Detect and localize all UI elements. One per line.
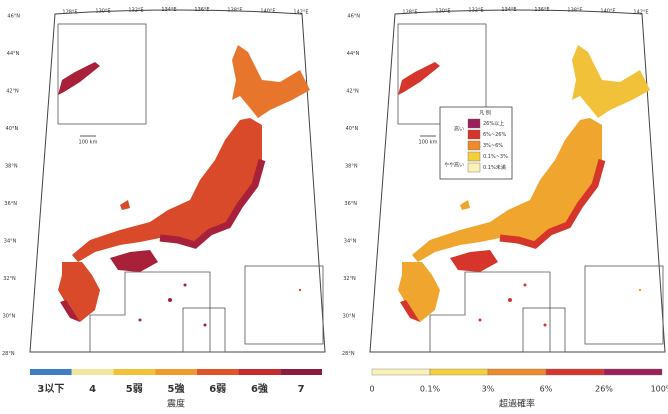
colorbar-tick: 26%: [595, 385, 613, 394]
colorbar-segment: [280, 369, 322, 375]
legend-swatch: [468, 141, 480, 150]
colorbar-label: 5強: [168, 382, 185, 395]
lat-label: 36°N: [4, 201, 17, 207]
legend-label: 0.1%~3%: [483, 154, 508, 160]
legend-swatch: [468, 163, 480, 172]
legend-swatch: [468, 130, 480, 139]
lat-label: 40°N: [346, 126, 359, 132]
lat-label: 44°N: [7, 51, 20, 57]
lon-label: 134°E: [501, 7, 516, 13]
lon-label: 138°E: [567, 8, 582, 14]
lat-label: 36°N: [344, 201, 357, 207]
lon-label: 136°E: [534, 7, 549, 13]
lat-label: 28°N: [342, 351, 355, 357]
lat-label: 38°N: [345, 164, 358, 170]
colorbar-label: 6強: [251, 382, 268, 395]
lat-label: 34°N: [344, 239, 357, 245]
colorbar-segment: [488, 369, 546, 375]
lat-label: 32°N: [3, 276, 16, 282]
lon-label: 142°E: [633, 9, 648, 15]
colorbar-label: 5弱: [126, 383, 143, 395]
lat-label: 44°N: [347, 51, 360, 57]
legend-label: 6%~26%: [483, 132, 506, 138]
lat-label: 42°N: [6, 89, 19, 95]
lat-label: 46°N: [347, 14, 360, 20]
lon-label: 140°E: [600, 9, 615, 15]
colorbar-label: 7: [298, 384, 305, 395]
map-panel: 128°E 130°E 132°E 134°E 136°E 138°E 140°E 142°E…: [342, 7, 665, 357]
lon-label: 132°E: [468, 8, 483, 14]
lon-label: 134°E: [161, 7, 176, 13]
colorbar-title: 震度: [167, 398, 185, 410]
scale-label: 100 km: [419, 140, 438, 146]
colorbar-label: 3以下: [37, 383, 64, 395]
lat-label: 30°N: [3, 314, 16, 320]
colorbar-tick: 100%: [651, 385, 668, 394]
lon-label: 136°E: [194, 7, 209, 13]
lon-label: 128°E: [402, 9, 417, 15]
lat-label: 38°N: [5, 164, 18, 170]
lat-label: 28°N: [2, 351, 15, 357]
legend-label: 3%~6%: [483, 143, 503, 149]
colorbar-segment: [604, 369, 662, 375]
lon-label: 142°E: [293, 9, 308, 15]
legend-title: 凡 例: [479, 110, 491, 117]
colorbar-segment: [197, 369, 239, 375]
colorbar-segment: [239, 369, 281, 375]
lon-label: 128°E: [62, 9, 77, 15]
colorbar-segment: [30, 369, 72, 375]
legend-level: 高い: [454, 126, 464, 133]
map-panel: 128°E 130°E 132°E 134°E 136°E 138°E 140°E 142°E…: [2, 7, 325, 357]
legend-swatch: [468, 152, 480, 161]
lon-label: 130°E: [435, 9, 450, 15]
legend-level: やや高い: [444, 162, 464, 169]
colorbar-tick: 6%: [540, 385, 553, 394]
colorbar-title: 超過確率: [499, 398, 535, 410]
colorbar-tick: 0.1%: [420, 385, 441, 394]
colorbar-label: 6弱: [209, 383, 226, 395]
lon-label: 138°E: [227, 8, 242, 14]
legend-label: 26%以上: [483, 120, 504, 127]
hazard-maps: 128°E 130°E 132°E 134°E 136°E 138°E 140°E 142°E…: [0, 0, 668, 410]
colorbar-segment: [546, 369, 604, 375]
colorbar-segment: [72, 369, 114, 375]
colorbar-segment: [113, 369, 155, 375]
colorbar-segment: [372, 369, 430, 375]
lon-label: 132°E: [128, 8, 143, 14]
colorbar-segment: [155, 369, 197, 375]
lat-label: 30°N: [343, 314, 356, 320]
scale-label: 100 km: [79, 140, 98, 146]
lat-label: 42°N: [346, 89, 359, 95]
legend-swatch: [468, 119, 480, 128]
legend-label: 0.1%未満: [483, 164, 506, 171]
lon-label: 140°E: [260, 9, 275, 15]
colorbar-tick: 0: [369, 385, 374, 394]
lat-label: 46°N: [7, 14, 20, 20]
colorbar-tick: 3%: [482, 385, 495, 394]
lon-label: 130°E: [95, 9, 110, 15]
lat-label: 32°N: [343, 276, 356, 282]
colorbar-label: 4: [89, 384, 96, 395]
lat-label: 34°N: [4, 239, 17, 245]
colorbar-segment: [430, 369, 488, 375]
lat-label: 40°N: [6, 126, 19, 132]
